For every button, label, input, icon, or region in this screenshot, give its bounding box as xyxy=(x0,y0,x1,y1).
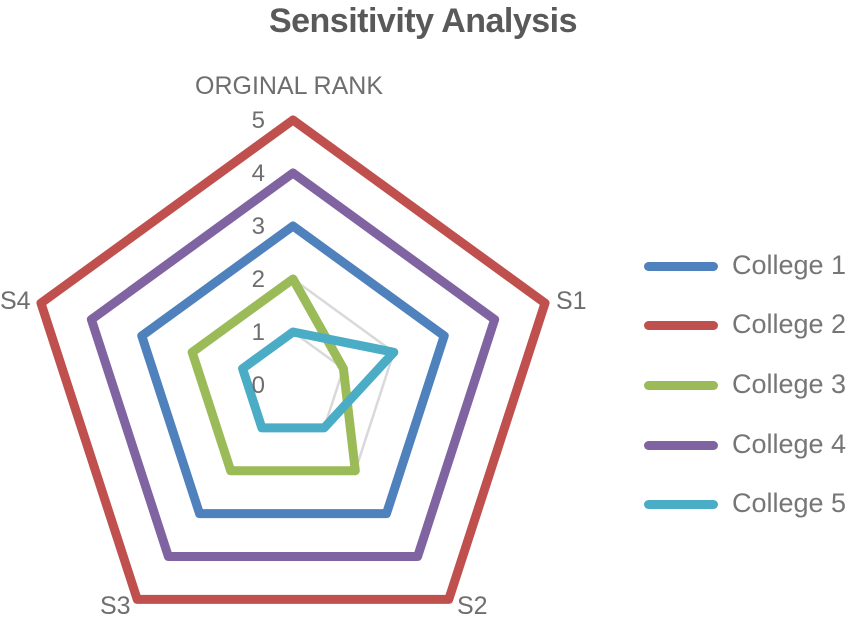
tick-label-5: 5 xyxy=(251,107,265,134)
legend-label: College 1 xyxy=(732,250,847,280)
series-college-5[interactable] xyxy=(238,327,399,433)
legend-label: College 4 xyxy=(732,429,847,459)
legend-label: College 3 xyxy=(732,369,847,399)
legend-swatch-college-5 xyxy=(644,500,718,509)
legend-swatch-college-3 xyxy=(644,381,718,390)
axis-label-s2: S2 xyxy=(457,592,488,620)
legend-swatch-college-1 xyxy=(644,262,718,271)
axis-label-s4: S4 xyxy=(0,287,31,315)
chart-title: Sensitivity Analysis xyxy=(268,2,578,40)
axis-label-original-rank: ORGINAL RANK xyxy=(195,72,384,100)
axis-label-s1: S1 xyxy=(556,287,587,315)
tick-label-0: 0 xyxy=(251,372,265,399)
tick-label-3: 3 xyxy=(251,213,265,240)
series-college-4[interactable] xyxy=(86,168,500,562)
axis-label-s3: S3 xyxy=(100,592,131,620)
tick-label-2: 2 xyxy=(251,266,265,293)
tick-label-4: 4 xyxy=(251,160,265,187)
tick-label-1: 1 xyxy=(251,319,265,346)
legend-swatch-college-4 xyxy=(644,441,718,450)
series-college-1[interactable] xyxy=(137,221,449,519)
series-college-2[interactable] xyxy=(36,115,550,604)
series-college-3[interactable] xyxy=(187,274,360,476)
legend-label: College 5 xyxy=(732,488,847,518)
legend-label: College 2 xyxy=(732,309,847,339)
legend-swatch-college-2 xyxy=(644,321,718,330)
series-layer xyxy=(36,115,550,604)
